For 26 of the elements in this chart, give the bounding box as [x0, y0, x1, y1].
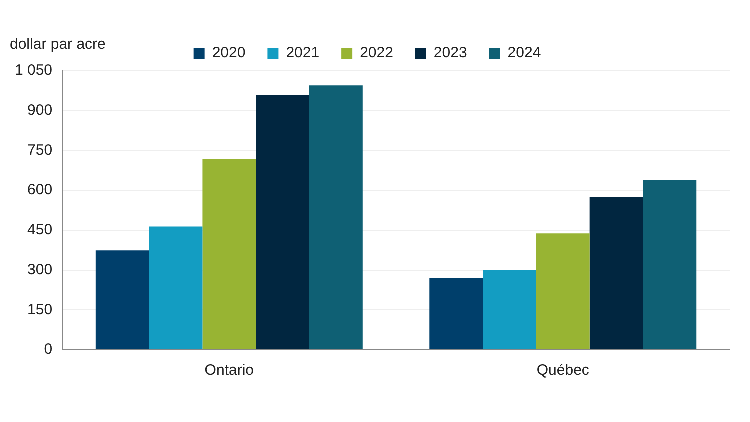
y-tick-label: 750 — [28, 142, 53, 159]
bar — [202, 158, 256, 350]
y-tick-label: 150 — [28, 301, 53, 318]
legend-label: 2021 — [286, 44, 320, 62]
y-axis-title: dollar par acre — [10, 36, 106, 53]
bar — [256, 95, 310, 350]
x-tick-label: Québec — [536, 362, 590, 380]
y-tick-label: 0 — [44, 341, 53, 358]
bar — [96, 250, 150, 350]
legend-label: 2020 — [212, 44, 246, 62]
y-tick-label: 450 — [28, 222, 53, 239]
y-tick-label: 1 050 — [14, 62, 53, 80]
y-tick-label: 600 — [28, 182, 53, 199]
y-tick-label: 300 — [28, 261, 53, 278]
x-tick-label: Ontario — [204, 362, 254, 380]
legend-label: 2024 — [508, 44, 542, 62]
bar — [149, 226, 203, 350]
bar — [430, 278, 484, 350]
y-tick-label: 900 — [28, 102, 53, 119]
bar — [643, 180, 697, 350]
bar — [590, 196, 644, 350]
bar — [483, 270, 536, 350]
bar — [310, 86, 363, 350]
legend-label: 2022 — [360, 44, 394, 62]
legend-label: 2023 — [434, 44, 468, 62]
bar — [536, 234, 590, 350]
